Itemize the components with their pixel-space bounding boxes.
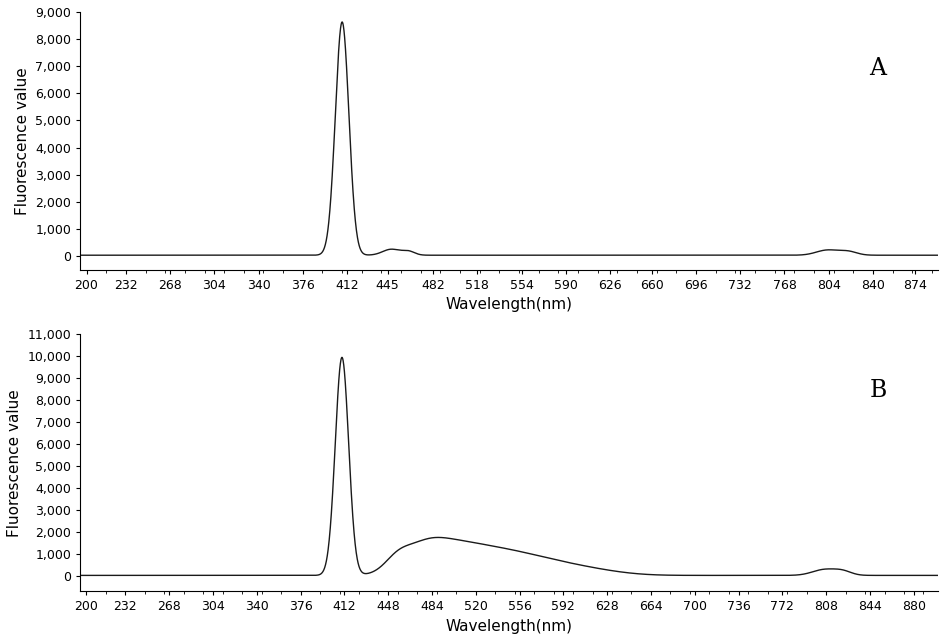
Y-axis label: Fluorescence value: Fluorescence value bbox=[7, 389, 22, 537]
Text: B: B bbox=[868, 379, 885, 402]
Text: A: A bbox=[868, 57, 885, 80]
X-axis label: Wavelength(nm): Wavelength(nm) bbox=[446, 619, 572, 634]
Y-axis label: Fluorescence value: Fluorescence value bbox=[15, 67, 30, 215]
X-axis label: Wavelength(nm): Wavelength(nm) bbox=[446, 297, 572, 312]
